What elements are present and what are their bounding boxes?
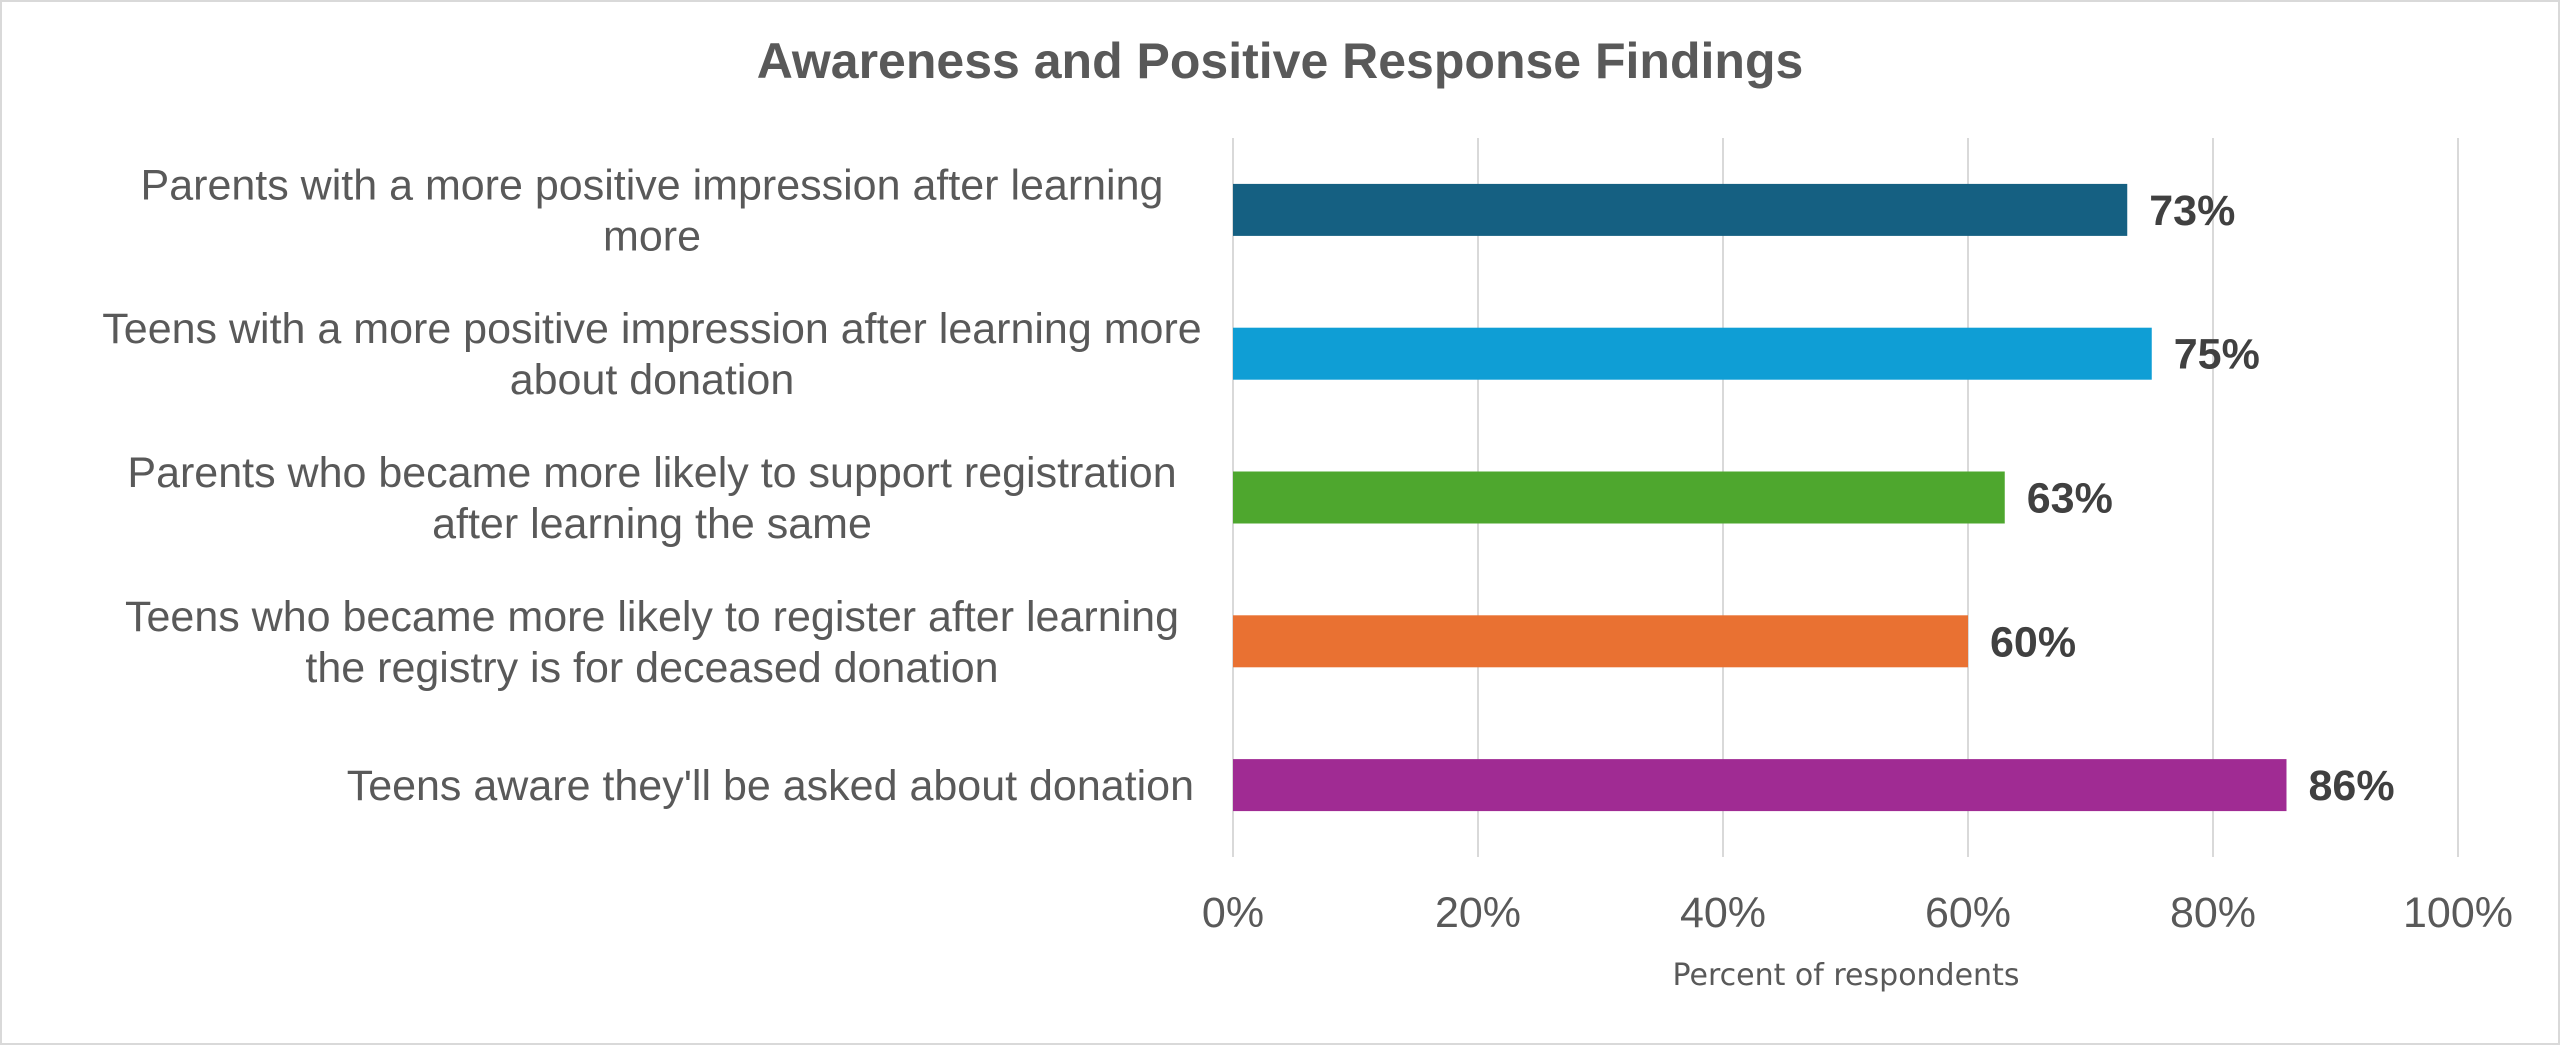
x-tick-label: 40% [1680, 889, 1766, 937]
x-tick-label: 20% [1435, 889, 1521, 937]
x-tick-label: 80% [2170, 889, 2256, 937]
data-label: 86% [2309, 762, 2395, 810]
category-label: Parents who became more likely to suppor… [127, 449, 1176, 548]
category-label-line: Teens who became more likely to register… [125, 593, 1179, 641]
category-label-line: Teens with a more positive impression af… [102, 305, 1201, 353]
data-label: 63% [2027, 475, 2113, 523]
bar [1233, 615, 1968, 668]
bar [1233, 183, 2128, 236]
data-label: 60% [1990, 618, 2076, 666]
category-labels: Parents with a more positive impression … [102, 161, 1201, 810]
category-label-line: about donation [510, 356, 795, 404]
bars [1233, 183, 2287, 812]
category-label: Teens who became more likely to register… [125, 593, 1179, 692]
x-tick-label: 0% [1202, 889, 1264, 937]
category-label-line: Parents who became more likely to suppor… [127, 449, 1176, 497]
x-tick-label: 60% [1925, 889, 2011, 937]
category-label-line: after learning the same [432, 500, 872, 548]
x-axis-ticks: 0% 20% 40% 60% 80% 100% [1202, 889, 2513, 937]
category-label-line: Teens aware they'll be asked about donat… [347, 762, 1194, 810]
category-label-line: the registry is for deceased donation [305, 644, 998, 692]
category-label: Parents with a more positive impression … [141, 161, 1164, 260]
bar [1233, 327, 2152, 380]
bar [1233, 759, 2287, 812]
x-tick-label: 100% [2403, 889, 2513, 937]
category-label: Teens with a more positive impression af… [102, 305, 1201, 404]
data-label: 75% [2174, 331, 2260, 379]
bar [1233, 471, 2005, 524]
chart-title: Awareness and Positive Response Findings [757, 33, 1804, 89]
category-label-line: Parents with a more positive impression … [141, 161, 1164, 209]
data-labels: 73% 75% 63% 60% 86% [1990, 187, 2395, 810]
category-label-line: more [603, 212, 701, 260]
category-label: Teens aware they'll be asked about donat… [347, 762, 1194, 810]
data-label: 73% [2149, 187, 2235, 235]
x-axis-title: Percent of respondents [1673, 958, 2020, 993]
